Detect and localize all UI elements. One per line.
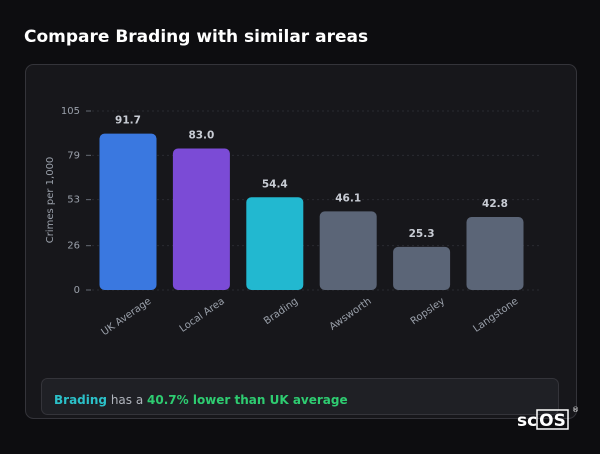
- bar: [319, 211, 377, 290]
- note: Brading has a 40.7% lower than UK averag…: [54, 393, 348, 407]
- y-axis-label: Crimes per 1,000: [45, 157, 56, 244]
- y-tick-label: 0: [74, 285, 80, 296]
- y-tick-label: 53: [67, 195, 80, 206]
- logo-box-frame: [536, 409, 569, 430]
- note-middle: has a: [107, 393, 147, 407]
- logo-text: sc: [517, 411, 537, 431]
- logo-mark: ®: [572, 406, 579, 414]
- value-label: 25.3: [409, 228, 435, 240]
- y-tick-label: 26: [67, 241, 80, 252]
- note-highlight: 40.7% lower than UK average: [147, 393, 348, 407]
- value-label: 54.4: [262, 178, 288, 190]
- bar: [393, 246, 451, 290]
- y-tick-label: 79: [67, 150, 80, 161]
- value-label: 91.7: [115, 115, 141, 127]
- page-title: Compare Brading with similar areas: [24, 27, 368, 47]
- logo: sc OS ®: [517, 406, 579, 431]
- note-area: Brading: [54, 393, 107, 407]
- logo-box: OS: [539, 411, 566, 431]
- value-label: 46.1: [335, 192, 361, 204]
- bar: [99, 133, 157, 290]
- bar: [466, 217, 524, 290]
- bar: [246, 197, 304, 290]
- y-tick-label: 105: [61, 106, 80, 117]
- note-box: [41, 378, 559, 415]
- bar: [172, 148, 230, 290]
- value-label: 42.8: [482, 198, 508, 210]
- value-label: 83.0: [188, 130, 214, 142]
